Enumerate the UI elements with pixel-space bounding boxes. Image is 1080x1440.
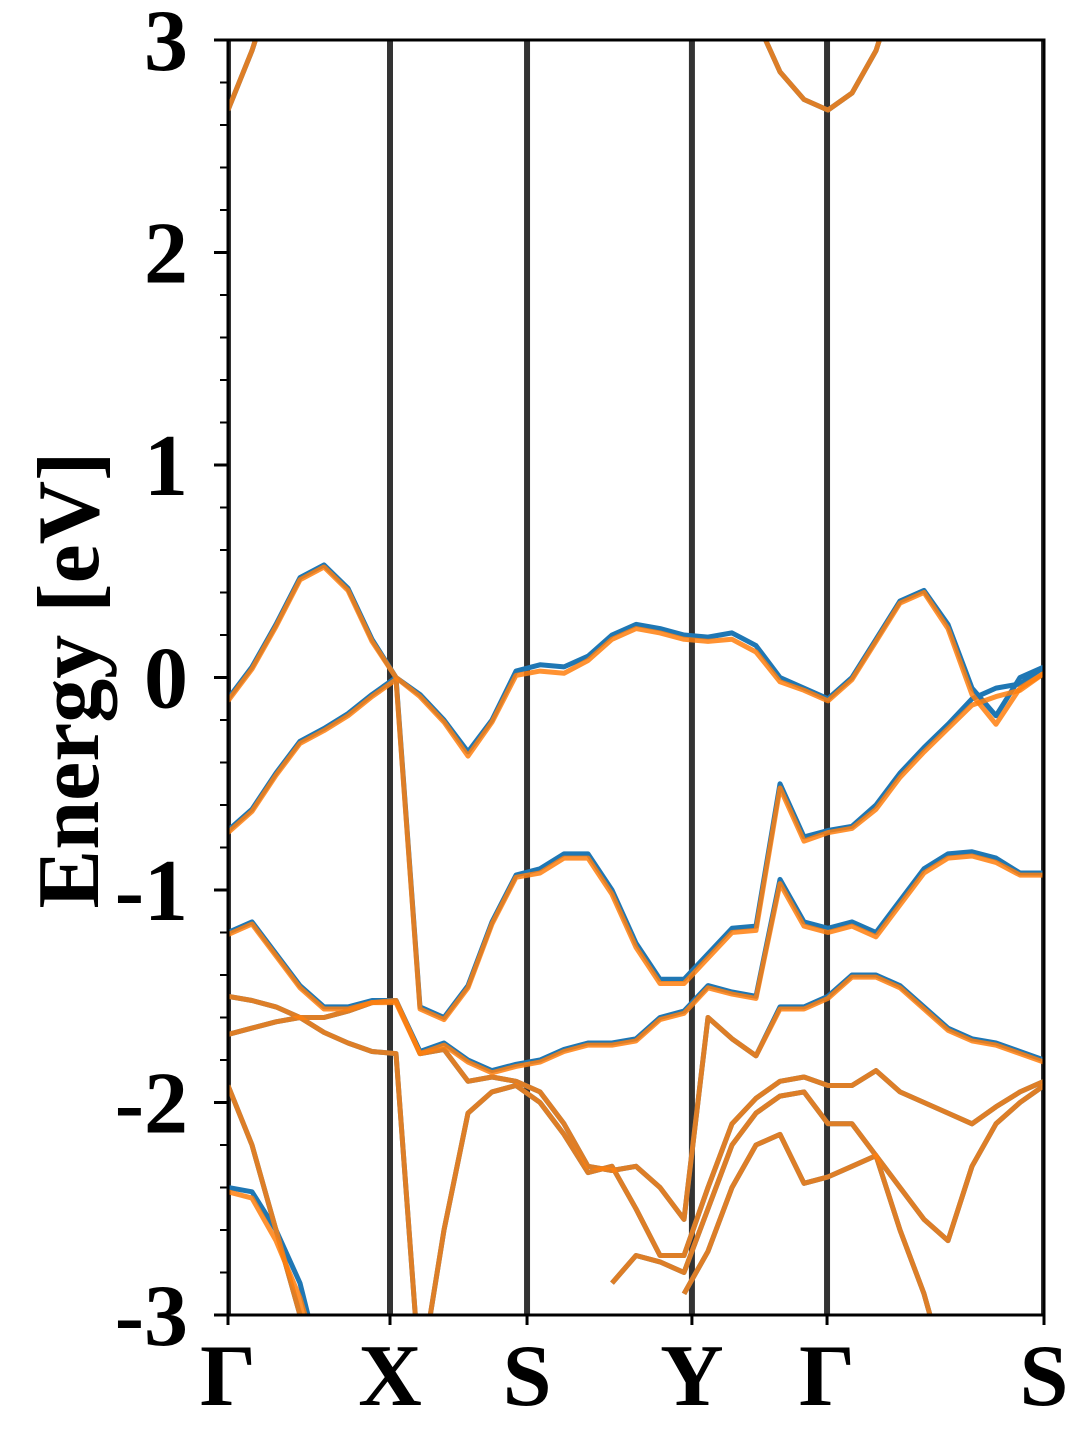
band-line — [228, 853, 1044, 1076]
band-line — [228, 664, 1044, 1020]
x-tick-label: S — [503, 1328, 552, 1425]
y-tick-label: 2 — [144, 206, 188, 303]
x-tick-label: Γ — [200, 1328, 256, 1425]
band-line — [228, 974, 1044, 1222]
band-line — [228, 564, 1044, 759]
band-line — [228, 1083, 1044, 1315]
x-tick-label: Γ — [799, 1328, 855, 1425]
x-tick-label: X — [358, 1328, 422, 1425]
y-tick-label: -1 — [115, 843, 188, 940]
band-line — [228, 671, 1044, 1023]
band-line — [228, 1015, 1044, 1315]
band-line — [228, 1015, 1044, 1315]
y-tick-label: 3 — [144, 0, 188, 90]
y-tick-label: -3 — [115, 1268, 188, 1365]
y-axis-label: Energy [eV] — [21, 452, 118, 909]
plot-area — [228, 40, 1044, 1315]
band-line — [228, 40, 883, 113]
y-tick-label: -2 — [115, 1056, 188, 1153]
x-tick-label: S — [1020, 1328, 1069, 1425]
band-line — [228, 1131, 933, 1315]
band-line — [228, 1083, 1044, 1315]
y-tick-label: 1 — [144, 418, 188, 515]
x-tick-label: Y — [660, 1328, 724, 1425]
axes-frame — [226, 38, 1046, 1317]
y-tick-label: 0 — [144, 631, 188, 728]
